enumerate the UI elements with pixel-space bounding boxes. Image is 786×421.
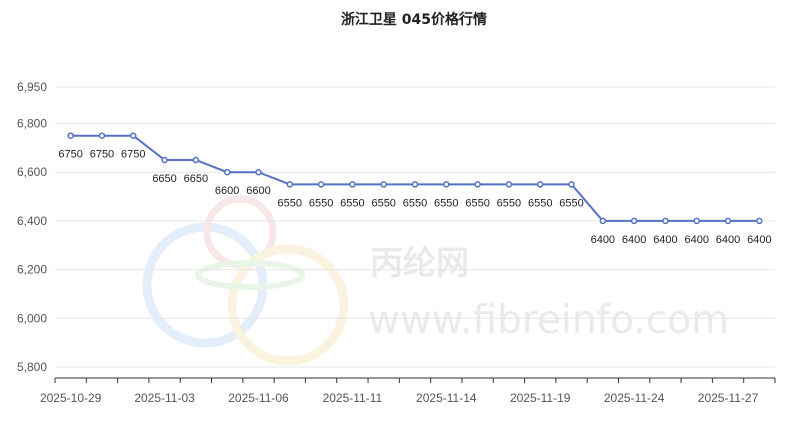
watermark-url-text: www.fibreinfo.com <box>368 298 729 343</box>
data-point <box>756 217 763 225</box>
data-point <box>443 181 450 188</box>
data-label: 6650 <box>152 173 176 185</box>
y-tick-label: 5,800 <box>17 360 47 374</box>
data-point <box>130 132 137 139</box>
x-tick-label: 2025-10-29 <box>40 391 102 405</box>
y-axis: 5,800 6,000 6,200 6,400 6,600 6,800 6,950 <box>17 80 47 374</box>
y-tick-label: 6,200 <box>17 263 47 277</box>
y-tick-label: 6,000 <box>17 311 47 325</box>
data-point <box>693 217 700 225</box>
data-label: 6400 <box>622 234 646 246</box>
data-label: 6400 <box>684 234 708 246</box>
x-tick-label: 2025-11-06 <box>228 391 289 405</box>
data-point <box>317 181 325 188</box>
x-axis: 2025-10-29 2025-11-03 2025-11-06 2025-11-11… <box>40 377 776 405</box>
data-point <box>286 181 294 188</box>
data-point <box>724 217 732 225</box>
y-tick-label: 6,400 <box>17 214 47 228</box>
data-point <box>411 181 419 188</box>
data-point <box>474 181 481 188</box>
data-point <box>349 181 356 188</box>
gridlines <box>55 86 775 368</box>
x-tick-label: 2025-11-24 <box>604 391 665 405</box>
x-tick-label: 2025-11-14 <box>416 391 477 405</box>
data-label: 6550 <box>309 197 333 209</box>
data-label: 6600 <box>215 185 239 197</box>
data-label: 6550 <box>278 197 302 209</box>
data-label: 6650 <box>184 173 208 185</box>
data-label: 6600 <box>246 185 270 197</box>
data-label: 6550 <box>528 197 552 209</box>
data-point <box>536 181 544 188</box>
x-tick-label: 2025-11-03 <box>134 391 195 405</box>
watermark: 丙纶网 www.fibreinfo.com <box>142 195 729 366</box>
data-label: 6400 <box>747 234 771 246</box>
data-label: 6750 <box>121 149 145 161</box>
data-label: 6550 <box>403 197 427 209</box>
data-label: 6400 <box>591 234 615 246</box>
data-label: 6550 <box>559 197 583 209</box>
data-label: 6550 <box>340 197 364 209</box>
watermark-ring-yellow <box>227 244 349 366</box>
x-tick-label: 2025-11-11 <box>323 391 383 405</box>
data-point <box>599 217 607 225</box>
data-point <box>662 217 669 225</box>
chart-title: 浙江卫星 045价格行情 <box>341 11 487 28</box>
watermark-ring-green <box>195 260 305 290</box>
x-tick-label: 2025-11-19 <box>510 391 571 405</box>
data-label: 6550 <box>465 197 489 209</box>
data-label: 6400 <box>716 234 740 246</box>
data-label: 6750 <box>90 149 114 161</box>
y-tick-label: 6,800 <box>17 117 47 131</box>
y-tick-label: 6,600 <box>17 165 47 179</box>
data-points <box>67 132 763 225</box>
data-label: 6550 <box>434 197 458 209</box>
data-point <box>223 168 231 176</box>
data-label: 6750 <box>58 149 82 161</box>
data-label: 6550 <box>371 197 395 209</box>
data-point <box>568 181 575 188</box>
watermark-cn-text: 丙纶网 <box>370 243 469 282</box>
data-point <box>255 168 262 176</box>
data-point <box>98 132 106 139</box>
data-point <box>630 217 638 225</box>
y-tick-label: 6,950 <box>17 80 47 94</box>
data-labels: 6750 6750 6750 6650 6650 6600 6600 6550 6550 6550… <box>58 149 771 246</box>
data-point <box>161 156 168 164</box>
data-point <box>380 181 387 188</box>
x-tick-label: 2025-11-27 <box>698 391 759 405</box>
data-label: 6550 <box>497 197 521 209</box>
data-label: 6400 <box>653 234 677 246</box>
data-point <box>505 181 513 188</box>
data-point <box>67 132 74 139</box>
data-point <box>192 156 200 164</box>
